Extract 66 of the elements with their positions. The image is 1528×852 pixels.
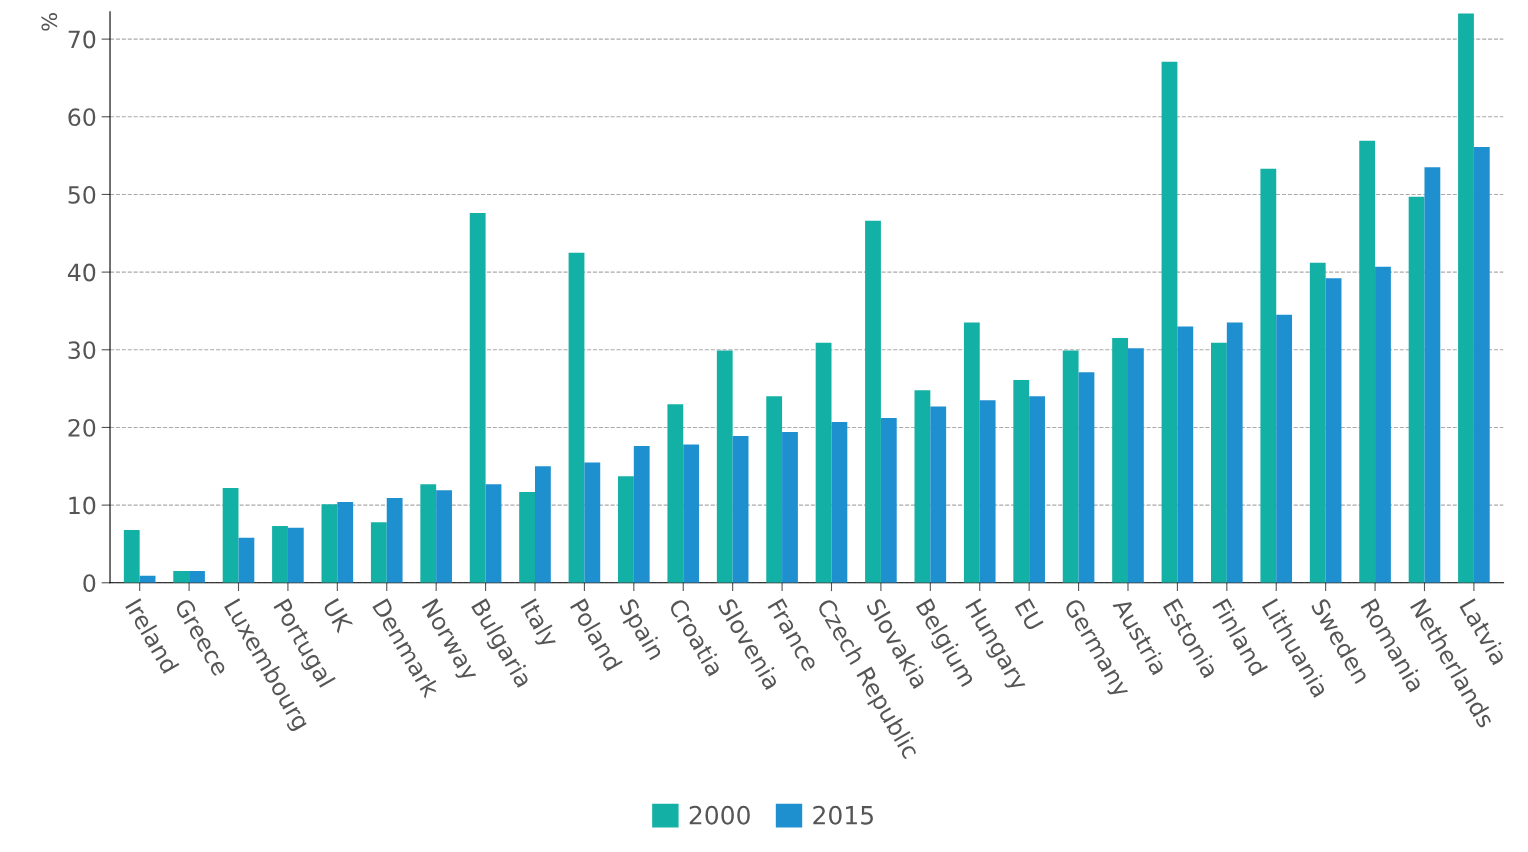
bar (683, 444, 700, 583)
bar (667, 404, 684, 583)
bar (716, 350, 733, 583)
bar (321, 504, 338, 583)
bar (815, 342, 832, 583)
bar (914, 390, 931, 583)
bar (469, 213, 486, 583)
legend-label: 2000 (689, 805, 750, 825)
y-tick-label: 20 (68, 418, 96, 437)
bar (865, 220, 881, 583)
bar (732, 435, 749, 583)
bar (1424, 167, 1441, 583)
bar (337, 502, 354, 583)
bar (568, 252, 585, 583)
bar (420, 484, 437, 583)
bar (1013, 380, 1030, 583)
bar (782, 432, 798, 583)
y-tick-label: 50 (68, 185, 96, 204)
bar (173, 571, 190, 583)
bar (238, 537, 255, 583)
bar (1325, 278, 1342, 583)
bar (1161, 61, 1178, 583)
y-tick-label: 0 (83, 574, 96, 593)
bar (1375, 266, 1391, 583)
bar (1112, 338, 1128, 583)
bar (1458, 13, 1474, 583)
bar (1078, 372, 1095, 583)
bar (1260, 168, 1277, 583)
bar (979, 400, 996, 583)
bar (123, 529, 140, 583)
bar (222, 488, 239, 583)
bar (519, 491, 535, 583)
bar (618, 476, 634, 583)
bar (370, 522, 387, 583)
bar (963, 322, 980, 583)
y-tick-label: 60 (68, 108, 96, 127)
bar (880, 418, 897, 583)
bar (1127, 348, 1144, 583)
bar (633, 446, 650, 583)
bar (1473, 147, 1490, 583)
bar (1309, 262, 1326, 583)
bar (436, 490, 452, 583)
bar (766, 396, 783, 583)
bar (1029, 396, 1045, 583)
y-tick-label: 10 (69, 496, 96, 515)
bar (1226, 322, 1243, 583)
bar (1211, 342, 1227, 583)
bar (831, 422, 848, 583)
bar (930, 406, 947, 583)
bar (272, 526, 288, 583)
bar (584, 462, 601, 583)
bar (1062, 350, 1079, 583)
bar (535, 466, 551, 583)
bar (287, 527, 304, 583)
bar (1359, 140, 1376, 583)
legend-label: 2015 (813, 805, 873, 825)
y-tick-label: 30 (68, 341, 96, 360)
y-axis-title: % (41, 13, 58, 31)
bar (485, 484, 502, 583)
bar (386, 498, 403, 583)
y-tick-label: 40 (67, 263, 96, 282)
y-tick-label: 70 (68, 30, 96, 49)
bar (1177, 326, 1194, 583)
bar (1408, 196, 1425, 583)
bar (189, 571, 205, 583)
bar (1276, 314, 1293, 583)
